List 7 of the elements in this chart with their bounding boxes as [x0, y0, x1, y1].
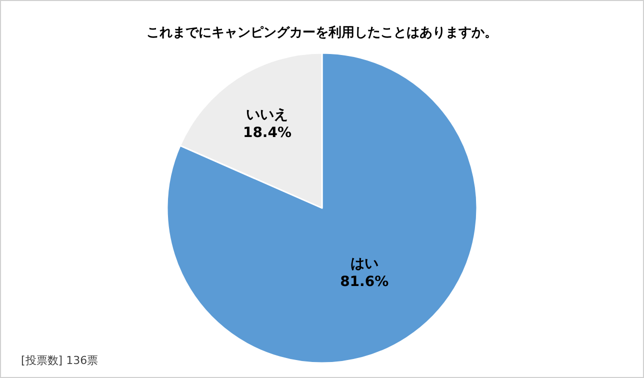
data-label: 81.6% — [340, 274, 389, 290]
text: [投票数] 136票 — [21, 354, 98, 367]
data-label: 18.4% — [242, 125, 292, 142]
slice-label: いいえ — [246, 106, 288, 123]
pie-slice — [166, 52, 478, 364]
chart-title: これまでにキャンピングカーを利用したことはありますか。 — [146, 24, 498, 40]
slice-label: はい — [350, 256, 378, 272]
